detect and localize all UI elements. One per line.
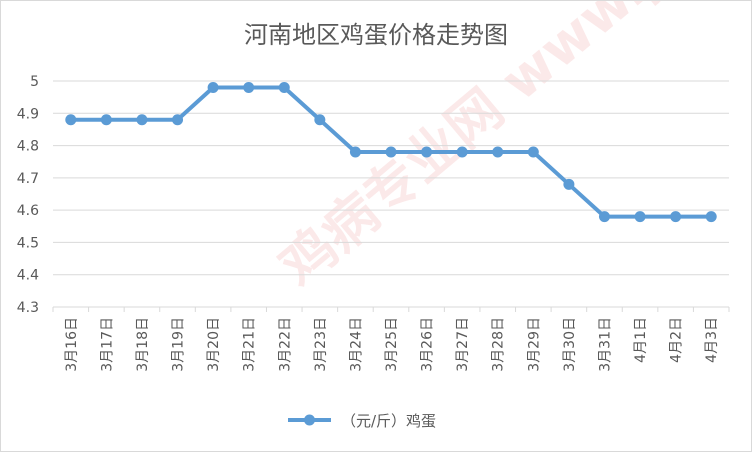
data-point (634, 211, 646, 223)
x-tick-label: 3月17日 (99, 317, 115, 372)
y-tick-label: 4.4 (17, 268, 39, 284)
watermark: 鸡病专业网 www.jbzyw.com (268, 1, 751, 299)
x-tick-label: 4月2日 (669, 317, 685, 363)
x-tick-label: 3月24日 (348, 317, 364, 372)
legend: （元/斤）鸡蛋 (288, 412, 436, 430)
y-tick-labels: 4.3 4.4 4.5 4.6 4.7 4.8 4.9 5 (17, 74, 39, 316)
x-tick-label: 3月19日 (171, 317, 187, 372)
x-tick-label: 3月22日 (277, 317, 293, 372)
data-point (172, 114, 184, 126)
x-tick-label: 3月23日 (313, 317, 329, 372)
x-tick-label: 3月28日 (491, 317, 507, 372)
watermark-text: 鸡病专业网 www.jbzyw.com (268, 1, 751, 299)
x-tick-label: 3月29日 (526, 317, 542, 372)
series (65, 81, 717, 223)
y-tick-label: 4.8 (17, 139, 39, 155)
chart-title: 河南地区鸡蛋价格走势图 (244, 21, 508, 49)
x-tick-label: 3月26日 (420, 317, 436, 372)
data-point (385, 146, 397, 158)
y-tick-label: 5 (30, 74, 39, 90)
x-tick-label: 3月16日 (64, 317, 80, 372)
axis (52, 306, 730, 312)
data-point (527, 146, 539, 158)
data-point (492, 146, 504, 158)
data-point (314, 114, 326, 126)
x-tick-label: 3月25日 (384, 317, 400, 372)
x-tick-label: 3月18日 (135, 317, 151, 372)
legend-label: （元/斤）鸡蛋 (341, 412, 436, 430)
grid (53, 80, 729, 276)
x-tick-labels: 3月16日 3月17日 3月18日 3月19日 3月20日 3月21日 3月22日 3月23日… (64, 317, 720, 372)
data-point (278, 81, 290, 93)
y-tick-label: 4.5 (17, 235, 39, 251)
x-tick-label: 3月20日 (206, 317, 222, 372)
y-tick-label: 4.7 (17, 171, 39, 187)
x-tick-label: 3月30日 (562, 317, 578, 372)
data-point (100, 114, 112, 126)
data-point (136, 114, 148, 126)
data-point (349, 146, 361, 158)
x-tick-label: 3月31日 (597, 317, 613, 372)
x-tick-label: 4月3日 (704, 317, 720, 363)
data-point (243, 81, 255, 93)
data-point (705, 211, 717, 223)
x-tick-label: 3月21日 (242, 317, 258, 372)
legend-marker (304, 414, 315, 426)
data-point (456, 146, 468, 158)
y-tick-label: 4.9 (17, 106, 39, 122)
y-tick-label: 4.3 (17, 300, 39, 316)
data-point (421, 146, 433, 158)
x-tick-label: 3月27日 (455, 317, 471, 372)
data-point (670, 211, 682, 223)
data-point (207, 81, 219, 93)
x-tick-label: 4月1日 (633, 317, 649, 363)
y-tick-label: 4.6 (17, 203, 39, 219)
data-point (65, 114, 77, 126)
data-point (598, 211, 610, 223)
data-point (563, 178, 575, 190)
